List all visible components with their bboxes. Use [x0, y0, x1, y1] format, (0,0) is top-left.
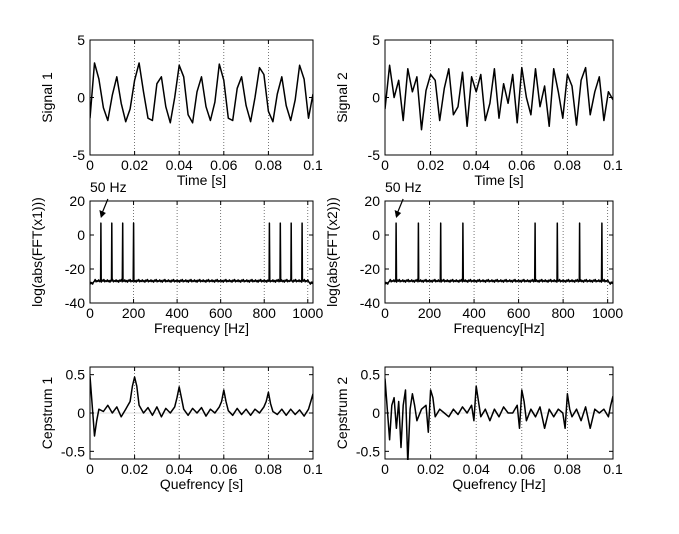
x-tick-label: 800 [551, 305, 575, 321]
x-tick-label: 0 [381, 157, 389, 173]
annotation-arrowhead [394, 210, 402, 218]
x-tick-label: 0.1 [303, 157, 323, 173]
y-tick-label: 5 [372, 32, 380, 48]
y-tick-label: -5 [368, 147, 381, 163]
y-tick-label: -40 [65, 295, 85, 311]
x-tick-label: 0.02 [121, 461, 148, 477]
series-line [90, 62, 313, 124]
x-tick-label: 0.08 [255, 461, 282, 477]
y-tick-label: 0 [77, 90, 85, 106]
y-axis-label: Cepstrum 1 [39, 377, 55, 450]
y-tick-label: 0 [372, 227, 380, 243]
x-tick-label: 0 [86, 461, 94, 477]
x-tick-label: 0.02 [417, 461, 444, 477]
y-axis-label: Signal 1 [39, 72, 55, 123]
y-tick-label: 0 [77, 405, 85, 421]
x-tick-label: 0.04 [166, 157, 193, 173]
plot-frame [89, 39, 314, 156]
x-tick-label: 0.04 [166, 461, 193, 477]
annotation-arrowhead [99, 210, 106, 218]
x-tick-label: 0.08 [255, 157, 282, 173]
x-tick-label: 0 [381, 305, 389, 321]
x-tick-label: 0 [86, 157, 94, 173]
x-tick-label: 800 [253, 305, 277, 321]
y-axis-label: log(abs(FFT(x1))) [29, 197, 45, 307]
x-tick-label: 0.08 [554, 157, 581, 173]
x-axis-label: Time [s] [474, 172, 523, 188]
y-tick-label: 5 [77, 32, 85, 48]
plot-frame [89, 200, 314, 304]
x-tick-label: 0.1 [303, 461, 323, 477]
x-tick-label: 1000 [592, 305, 623, 321]
x-tick-label: 400 [165, 305, 189, 321]
x-tick-label: 0.02 [121, 157, 148, 173]
x-axis-label: Frequency[Hz] [453, 320, 544, 336]
series-line [385, 222, 613, 285]
x-tick-label: 0.1 [603, 461, 623, 477]
x-tick-label: 0.06 [210, 157, 237, 173]
x-tick-label: 400 [462, 305, 486, 321]
y-tick-label: -5 [73, 147, 86, 163]
y-tick-label: 0 [372, 405, 380, 421]
x-axis-label: Quefrency [Hz] [452, 476, 545, 492]
y-tick-label: 20 [364, 193, 380, 209]
plot-frame [384, 200, 614, 304]
y-axis-label: Cepstrum 2 [334, 377, 350, 450]
x-tick-label: 0.04 [463, 157, 490, 173]
series-line [90, 376, 313, 437]
x-tick-label: 0 [86, 305, 94, 321]
x-tick-label: 0.06 [210, 461, 237, 477]
y-tick-label: 0.5 [66, 367, 86, 383]
annotation-label: 50 Hz [90, 179, 127, 195]
y-tick-label: -0.5 [61, 443, 85, 459]
x-axis-label: Quefrency [s] [160, 476, 243, 492]
series-line [385, 64, 613, 131]
x-tick-label: 600 [209, 305, 233, 321]
y-tick-label: 0 [77, 227, 85, 243]
x-tick-label: 0.06 [508, 157, 535, 173]
annotation-label: 50 Hz [385, 179, 422, 195]
x-tick-label: 0.1 [603, 157, 623, 173]
subplot-4: 0 200 400 600 800 1000200-20-40Frequency[Hz]l… [324, 179, 623, 336]
y-tick-label: 0.5 [361, 367, 381, 383]
series-line [90, 222, 313, 285]
y-axis-label: log(abs(FFT(x2))) [324, 197, 340, 307]
y-tick-label: 20 [69, 193, 85, 209]
y-tick-label: -0.5 [356, 443, 380, 459]
y-tick-label: -20 [360, 261, 380, 277]
x-tick-label: 200 [122, 305, 146, 321]
y-tick-label: -40 [360, 295, 380, 311]
y-axis-label: Signal 2 [334, 72, 350, 123]
x-tick-label: 0.04 [463, 461, 490, 477]
x-tick-label: 600 [507, 305, 531, 321]
x-tick-label: 1000 [292, 305, 323, 321]
x-tick-label: 0.06 [508, 461, 535, 477]
x-tick-label: 0 [381, 461, 389, 477]
series-line [385, 378, 613, 460]
x-tick-label: 0.08 [554, 461, 581, 477]
x-tick-label: 0.02 [417, 157, 444, 173]
y-tick-label: -20 [65, 261, 85, 277]
x-tick-label: 200 [418, 305, 442, 321]
x-axis-label: Time [s] [177, 172, 226, 188]
x-axis-label: Frequency [Hz] [154, 320, 249, 336]
y-tick-label: 0 [372, 90, 380, 106]
